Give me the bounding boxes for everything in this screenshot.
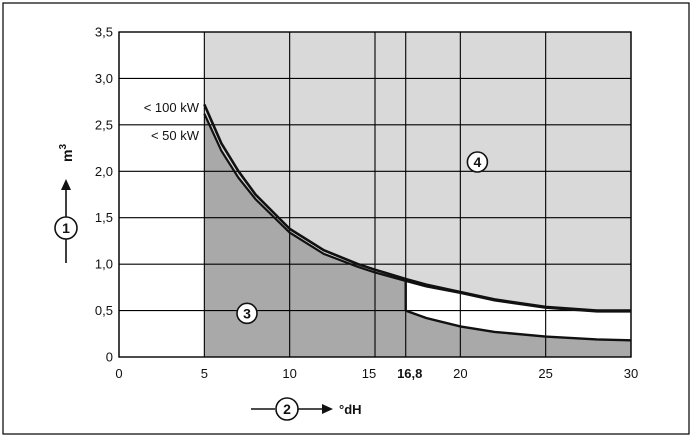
series-label-50kw: < 50 kW (151, 128, 200, 143)
curve-50kw (203, 113, 631, 313)
x-axis-marker-label: 2 (283, 401, 291, 417)
y-axis-label-base: m (59, 150, 75, 162)
y-axis-label: m3 (58, 144, 75, 162)
y-axis-arrow-head (61, 179, 71, 190)
x-tick-label: 20 (453, 366, 467, 381)
x-tick-label: 16,8 (397, 366, 422, 381)
x-axis-label: °dH (339, 402, 362, 417)
region-3-area (204, 113, 632, 357)
y-axis-label-sup: 3 (58, 144, 69, 150)
plot-border (118, 31, 632, 358)
y-tick-label: 1,0 (95, 257, 113, 272)
x-tick-label: 25 (538, 366, 552, 381)
curves-layer (203, 103, 632, 342)
region-label: 4 (474, 154, 482, 170)
region-marker-circle (466, 151, 489, 173)
region-marker-circle (236, 302, 258, 325)
y-tick-label: 1,5 (95, 210, 113, 225)
x-tick-label: 0 (115, 366, 122, 381)
region-label: 3 (243, 305, 251, 321)
x-tick-label: 15 (362, 366, 376, 381)
curve-lower (405, 309, 632, 342)
y-tick-label: 0 (106, 350, 113, 365)
x-tick-label: 5 (201, 366, 208, 381)
y-axis-marker-label: 1 (62, 220, 70, 236)
y-tick-label: 0,5 (95, 303, 113, 318)
tick-labels-layer: 0 0,5 1,0 1,5 2,0 2,5 3,0 3,5 0 5 10 15 16,8 20 25 30 (95, 25, 638, 382)
grid-layer (118, 31, 632, 358)
x-axis-arrow-head (322, 404, 333, 414)
y-tick-label: 3,5 (95, 25, 113, 40)
series-label-100kw: < 100 kW (144, 100, 200, 115)
y-tick-label: 2,5 (95, 117, 113, 132)
y-tick-label: 2,0 (95, 164, 113, 179)
x-tick-label: 30 (624, 366, 638, 381)
y-tick-label: 3,0 (95, 71, 113, 86)
x-tick-label: 10 (282, 366, 296, 381)
